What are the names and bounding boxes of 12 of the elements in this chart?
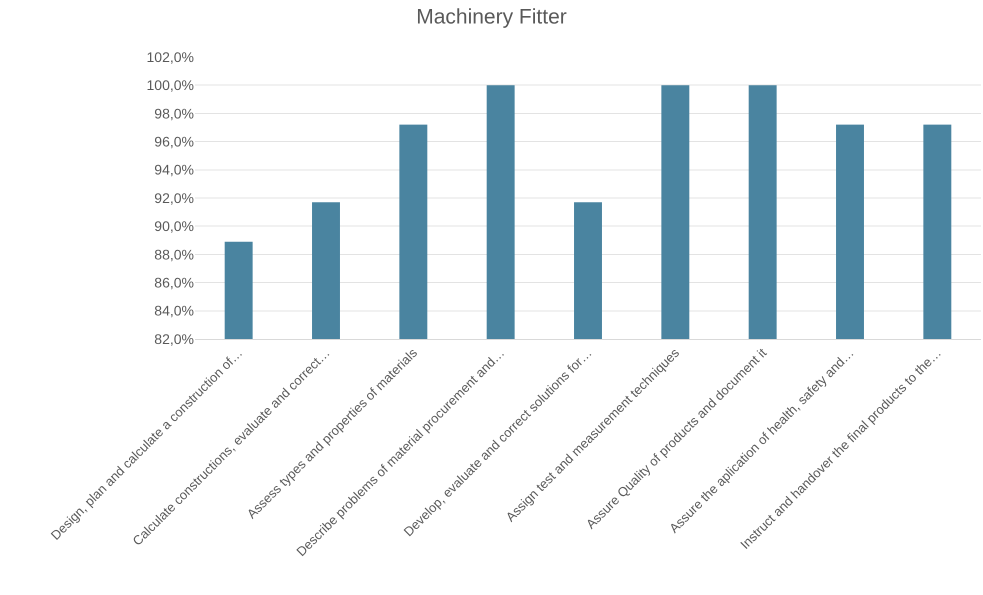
y-tick-label: 90,0% <box>154 218 194 234</box>
y-tick-label: 92,0% <box>154 190 194 206</box>
y-tick-label: 86,0% <box>154 274 194 290</box>
y-tick-label: 100,0% <box>146 77 194 94</box>
y-tick-label: 84,0% <box>154 302 194 319</box>
chart-title: Machinery Fitter <box>416 6 567 29</box>
y-tick-label: 96,0% <box>154 134 194 150</box>
y-tick-label: 82,0% <box>154 330 194 347</box>
y-tick-label: 94,0% <box>154 162 194 178</box>
y-tick-label: 102,0% <box>146 48 194 65</box>
y-tick-label: 88,0% <box>154 246 194 262</box>
y-tick-label: 98,0% <box>154 105 194 122</box>
